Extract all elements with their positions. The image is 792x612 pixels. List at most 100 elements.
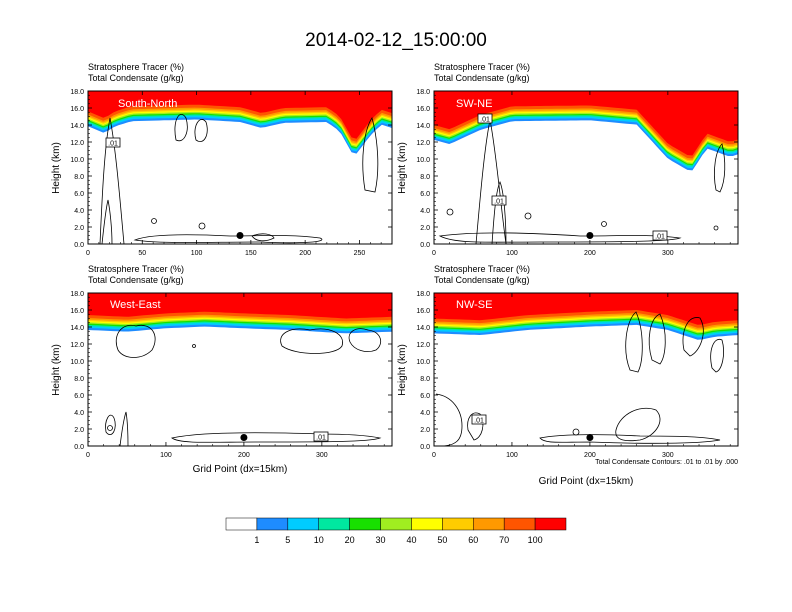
condensate-contour [446,208,454,216]
contour-info-note: Total Condensate Contours: .01 to .01 by… [595,459,738,466]
condensate-contour [491,181,507,244]
contour-label: .01 [316,435,326,442]
panel-header-line1: Stratosphere Tracer (%) [434,264,530,274]
y-tick-label: 6.0 [420,191,430,198]
y-tick-label: 4.0 [74,410,84,417]
y-tick-label: 8.0 [420,376,430,383]
location-marker [586,434,594,441]
colorbar-swatch [349,517,381,531]
colorbar-label: 50 [437,535,447,545]
contour-label-box [313,431,329,442]
colorbar-label: 30 [376,535,386,545]
y-tick-label: 12.0 [416,140,430,147]
y-tick-label: 2.0 [420,427,430,434]
y-tick-label: 16.0 [416,308,430,315]
colorbar-swatch [380,517,412,531]
y-tick-label: 18.0 [416,291,430,298]
condensate-contour [171,432,382,443]
tracer-field [434,91,738,244]
figure-title: 2014-02-12_15:00:00 [305,30,487,51]
condensate-contour [174,114,188,142]
condensate-contour [648,313,666,365]
y-tick-label: 4.0 [420,208,430,215]
condensate-contour [280,328,343,354]
x-tick-label: 100 [160,452,172,459]
y-axis-label: Height (km) [397,142,408,194]
y-tick-label: 12.0 [70,140,84,147]
colorbar-label: 20 [345,535,355,545]
contour-label: .01 [474,418,484,425]
x-tick-label: 0 [432,452,436,459]
condensate-contour [714,143,726,193]
contour-label: .01 [494,199,504,206]
y-tick-label: 18.0 [416,89,430,96]
colorbar-label: 60 [468,535,478,545]
condensate-contour [107,425,113,431]
y-tick-label: 16.0 [70,106,84,113]
colorbar-swatch [473,517,505,531]
panel-header-line1: Stratosphere Tracer (%) [434,62,530,72]
condensate-contour [572,428,580,436]
y-tick-label: 6.0 [420,393,430,400]
y-tick-label: 14.0 [416,325,430,332]
condensate-contour [99,117,125,244]
y-tick-label: 18.0 [70,291,84,298]
condensate-contour [192,344,196,348]
contour-label-box [491,195,507,206]
x-tick-label: 50 [138,250,146,257]
contour-label-box [652,230,668,241]
y-tick-label: 4.0 [74,208,84,215]
panel-nw-se: Stratosphere Tracer (%) Total Condensate… [397,264,739,487]
colorbar-label: 5 [285,535,290,545]
y-tick-label: 14.0 [416,123,430,130]
y-tick-label: 14.0 [70,325,84,332]
condensate-contour [194,119,208,142]
y-tick-label: 8.0 [74,376,84,383]
panel-cross-section-label: West-East [110,299,161,311]
x-tick-label: 0 [86,250,90,257]
x-tick-label: 100 [506,250,518,257]
y-tick-label: 18.0 [70,89,84,96]
y-tick-label: 0.0 [74,444,84,451]
y-tick-label: 10.0 [416,157,430,164]
panel-header-line2: Total Condensate (g/kg) [434,73,530,83]
y-tick-label: 16.0 [70,308,84,315]
panel-west-east: Stratosphere Tracer (%) Total Condensate… [51,264,393,475]
location-marker [586,232,594,239]
condensate-contour [362,117,379,193]
x-axis-label: Grid Point (dx=15km) [193,464,288,475]
contour-label-box [471,414,487,425]
condensate-contour [251,233,275,242]
panel-header-line2: Total Condensate (g/kg) [88,73,184,83]
tracer-field [88,91,392,244]
x-tick-label: 150 [245,250,257,257]
x-tick-label: 200 [584,250,596,257]
panel-header-line1: Stratosphere Tracer (%) [88,62,184,72]
condensate-contour [475,119,507,244]
colorbar-swatch [442,517,474,531]
colorbar-swatch [256,517,289,531]
y-tick-label: 10.0 [416,359,430,366]
tracer-band [434,293,738,325]
y-tick-label: 2.0 [74,427,84,434]
x-tick-label: 300 [316,452,328,459]
x-tick-label: 200 [584,452,596,459]
x-tick-label: 0 [86,452,90,459]
tracer-band [88,91,392,139]
y-tick-label: 2.0 [74,225,84,232]
panel-header-line2: Total Condensate (g/kg) [434,275,530,285]
tracer-field [88,293,392,446]
y-tick-label: 6.0 [74,191,84,198]
contour-label: .01 [108,141,118,148]
colorbar-swatch [534,517,567,531]
colorbar-label: 1 [254,535,259,545]
tracer-field [434,293,738,446]
location-marker [240,434,248,441]
condensate-contour [435,393,463,446]
condensate-contour [133,234,323,244]
y-axis-label: Height (km) [51,142,62,194]
condensate-contour [119,411,129,446]
panel-header-line1: Stratosphere Tracer (%) [88,264,184,274]
condensate-contour [438,232,682,243]
condensate-contour [710,338,724,373]
